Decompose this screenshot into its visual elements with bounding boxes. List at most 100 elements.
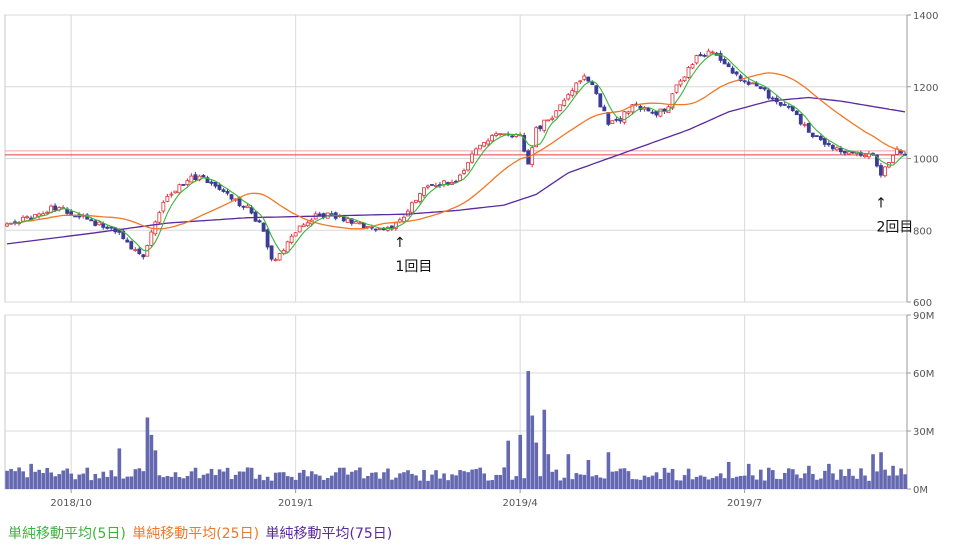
candle-body xyxy=(538,125,543,130)
candle-body xyxy=(802,124,807,126)
volume-tick-label: 0M xyxy=(913,485,928,496)
candle-body xyxy=(502,133,507,136)
volume-bar xyxy=(478,467,482,489)
volume-bar xyxy=(811,473,815,489)
candle-body xyxy=(630,104,635,113)
volume-bar xyxy=(706,479,711,489)
volume-bar xyxy=(779,479,783,489)
volume-bar xyxy=(277,472,282,489)
volume-bar xyxy=(225,467,230,489)
volume-bar xyxy=(354,470,358,489)
volume-bar xyxy=(21,471,25,489)
volume-bar xyxy=(326,478,330,489)
volume-bar xyxy=(149,434,154,489)
volume-bar xyxy=(406,470,410,489)
candle-body xyxy=(758,86,763,89)
candle-body xyxy=(297,225,302,233)
volume-bar xyxy=(795,474,799,489)
volume-bar xyxy=(454,475,458,489)
candle-body xyxy=(430,184,434,186)
volume-bar xyxy=(113,476,118,489)
volume-bar xyxy=(157,475,162,489)
volume-bar xyxy=(5,470,9,489)
candle-body xyxy=(694,55,699,64)
volume-bar xyxy=(65,468,70,489)
volume-bar xyxy=(630,479,635,489)
volume-bar xyxy=(502,467,507,489)
candle-body xyxy=(109,226,114,229)
volume-bar xyxy=(482,473,486,489)
volume-bar xyxy=(9,468,13,489)
candle-body xyxy=(622,111,627,123)
candle-body xyxy=(221,189,226,192)
candle-body xyxy=(498,133,503,135)
volume-bar xyxy=(281,472,286,489)
volume-bar xyxy=(823,470,827,489)
volume-bar xyxy=(77,474,82,489)
volume-bar xyxy=(550,471,555,489)
candle-body xyxy=(846,151,851,155)
volume-bar xyxy=(418,480,422,489)
volume-bar xyxy=(598,477,603,489)
volume-bar xyxy=(297,472,302,489)
volume-bar xyxy=(899,468,903,489)
candle-body xyxy=(225,190,230,194)
volume-bar xyxy=(29,463,33,489)
candle-body xyxy=(654,110,659,116)
volume-bar xyxy=(622,468,627,489)
volume-bar xyxy=(738,475,743,489)
annotation-label: 2回目 xyxy=(876,219,913,235)
volume-bar xyxy=(362,478,366,489)
volume-bar xyxy=(494,474,498,489)
volume-bar xyxy=(285,476,290,489)
volume-bar xyxy=(229,479,234,489)
candle-body xyxy=(734,71,739,75)
candle-body xyxy=(678,80,683,86)
volume-bar xyxy=(338,467,342,489)
candle-body xyxy=(490,135,494,142)
candle-body xyxy=(610,120,615,124)
volume-bar xyxy=(686,468,691,489)
volume-bar xyxy=(835,479,839,489)
volume-bar xyxy=(586,460,591,489)
volume-bar xyxy=(125,476,130,489)
volume-bar xyxy=(289,476,294,489)
volume-bar xyxy=(730,478,735,489)
volume-bar xyxy=(249,467,254,489)
candle-body xyxy=(602,106,607,112)
volume-bar xyxy=(173,472,178,489)
candle-body xyxy=(818,135,823,141)
volume-bar xyxy=(570,479,575,489)
candle-body xyxy=(137,248,142,254)
volume-bar xyxy=(847,468,851,489)
volume-bar xyxy=(81,473,86,489)
volume-bar xyxy=(594,475,599,489)
price-tick-label: 1200 xyxy=(913,83,938,94)
volume-panel: 90M 60M 30M 0M 2018/10 2019/1 2019/4 2019/7 xyxy=(4,311,934,509)
volume-bar xyxy=(819,478,823,489)
candle-body xyxy=(730,67,735,74)
volume-bar xyxy=(209,468,214,489)
volume-bar xyxy=(750,475,755,489)
volume-bar xyxy=(534,442,539,489)
candle-body xyxy=(830,145,835,150)
candle-body xyxy=(670,93,675,109)
volume-bar xyxy=(169,476,174,489)
price-tick-label: 800 xyxy=(913,226,932,237)
volume-bar xyxy=(682,475,687,489)
volume-bar xyxy=(366,475,370,489)
candle-body xyxy=(494,133,498,136)
volume-bar xyxy=(626,471,631,489)
x-tick-label: 2019/7 xyxy=(727,498,762,509)
candle-body xyxy=(205,177,210,184)
volume-bar xyxy=(213,475,218,489)
candle-body xyxy=(742,80,747,83)
volume-bar xyxy=(201,474,206,489)
price-tick-label: 1000 xyxy=(913,155,938,166)
volume-bar xyxy=(334,472,338,489)
volume-bar xyxy=(742,475,747,489)
annotation-arrow: ↑ xyxy=(875,195,887,211)
volume-bar xyxy=(141,471,146,489)
volume-bar xyxy=(53,476,58,489)
candle-body xyxy=(353,221,358,224)
